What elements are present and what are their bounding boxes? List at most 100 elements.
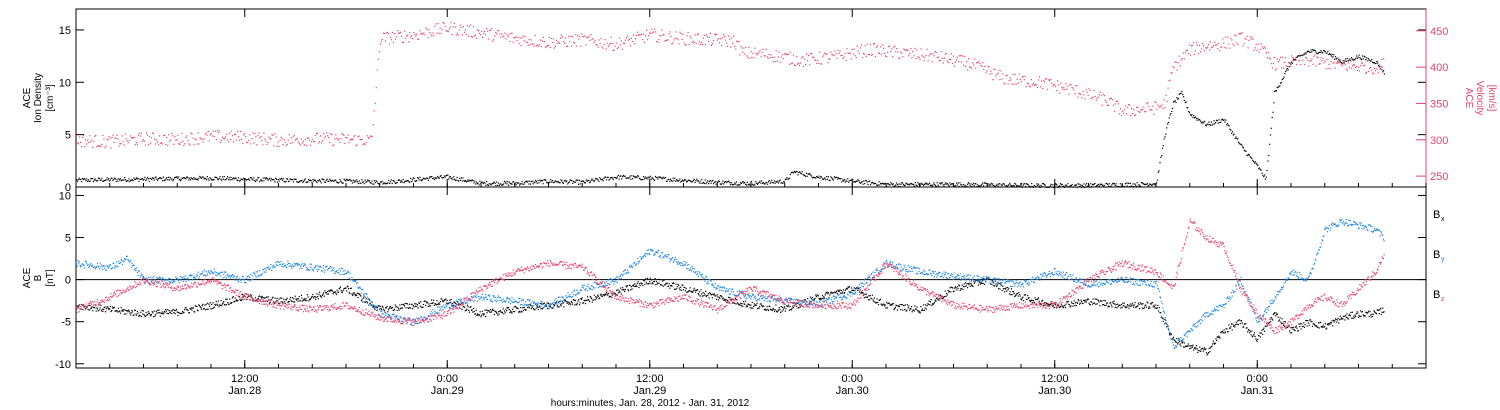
velocity-series-point [382,32,384,34]
density-series-point [1057,187,1059,189]
density-series-point [1105,183,1107,185]
velocity-series-point [604,39,606,41]
density-series-point [673,180,675,182]
density-series-point [1191,114,1193,116]
velocity-series-point [680,33,682,35]
velocity-series-point [215,138,217,141]
bx-series-point [661,280,664,282]
density-series-point [605,179,608,181]
velocity-series-point [750,51,752,53]
bx-series-point [1022,296,1024,298]
bx-series-point [792,305,794,307]
density-series-point [639,178,641,180]
velocity-series-point [131,137,133,139]
density-series-point [1307,50,1310,52]
velocity-series-point [1019,78,1021,81]
bx-series-point [1213,342,1215,344]
bx-series-point [1012,290,1014,293]
bx-series-point [1001,290,1003,292]
density-series-point [83,178,85,180]
bx-series-point [976,279,978,281]
bx-series-point [159,312,161,314]
bx-series-point [489,309,491,311]
density-series-point [1282,78,1284,80]
velocity-series-point [1257,43,1259,45]
bx-series-point [160,312,162,314]
bx-series-point [1335,318,1337,320]
velocity-series-point [387,33,389,35]
velocity-series-point [187,140,189,142]
bx-series-point [291,300,293,302]
bx-series-point [877,302,879,304]
bx-series-point [346,285,348,287]
velocity-series-point [390,39,393,41]
bx-series-point [871,298,873,300]
by-series-point [86,264,88,267]
density-series-point [97,177,100,179]
density-series-point [562,182,564,184]
bx-series-point [1108,306,1110,308]
velocity-series-point [950,53,952,55]
velocity-series-point [160,142,162,144]
bx-series-point [1259,336,1262,338]
density-series-point [1163,138,1165,140]
density-series-point [662,176,664,178]
velocity-series-point [850,58,852,60]
bx-series-point [1110,304,1112,306]
velocity-series-point [531,43,533,45]
density-series-point [914,182,916,184]
velocity-series-point [693,41,695,44]
bx-series-point [209,305,211,307]
velocity-series-point [400,31,402,33]
density-series-point [756,183,759,185]
bx-series-point [1288,324,1290,326]
bx-series-point [1293,329,1295,331]
velocity-series-point [1360,62,1363,64]
bx-series-point [191,309,193,311]
bx-series-point [1050,302,1052,305]
density-series-point [1176,97,1178,99]
density-series-point [886,183,888,185]
bx-series-point [906,304,909,306]
velocity-series-point [213,135,215,137]
bx-series-point [925,304,927,306]
density-series-point [450,178,452,180]
density-series-point [289,178,291,180]
bx-series-point [449,299,451,301]
density-series-point [461,180,463,182]
velocity-series-point [222,137,224,140]
density-series-point [1172,101,1175,103]
bx-series-point [1307,320,1309,322]
velocity-series-point [195,139,197,141]
velocity-series-point [571,45,573,47]
velocity-series-point [1106,104,1108,106]
density-series-point [530,181,532,183]
bx-series-point [1146,301,1148,303]
density-series-point [1345,60,1347,62]
density-series-point [1351,58,1353,60]
density-series-point [837,177,840,179]
bx-series-point [651,282,653,284]
bx-series-point [944,290,946,292]
bx-series-point [713,294,715,296]
bx-series-point [407,307,409,309]
velocity-series-point [297,141,299,143]
density-series-point [1366,57,1368,59]
density-series-point [248,178,250,180]
bx-series-point [1218,335,1220,337]
bx-series-point [593,294,595,296]
velocity-series-point [1107,104,1109,106]
density-series-point [754,183,756,185]
bx-series-point [994,280,996,282]
density-series-point [1172,107,1174,109]
density-series-point [654,175,656,178]
density-series-point [887,183,889,185]
velocity-series-point [751,56,753,58]
bx-series-point [911,306,913,308]
velocity-series-point [1040,80,1043,82]
bx-series-point [177,314,179,317]
bx-series-point [729,297,731,299]
density-series-point [1236,137,1238,140]
bx-series-point [416,305,418,308]
velocity-series-point [691,42,693,44]
